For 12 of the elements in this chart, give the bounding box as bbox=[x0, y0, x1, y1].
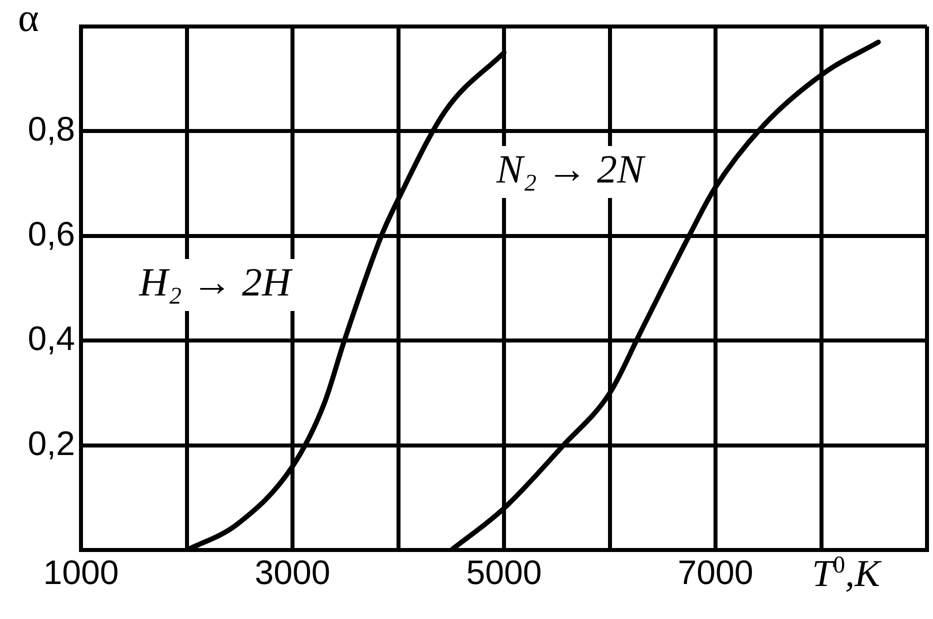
series-label: N₂ → 2N bbox=[495, 146, 646, 192]
x-tick-label: 7000 bbox=[678, 554, 754, 592]
y-axis-title: α bbox=[18, 0, 39, 41]
x-tick-label: 5000 bbox=[466, 554, 542, 592]
y-tick-label: 0,4 bbox=[28, 320, 75, 358]
series-label: H₂ → 2H bbox=[138, 260, 293, 305]
y-tick-label: 0,2 bbox=[28, 424, 75, 463]
x-tick-label: 1000 bbox=[43, 554, 119, 592]
y-tick-label: 0,6 bbox=[28, 215, 75, 254]
x-tick-label: 3000 bbox=[254, 554, 330, 592]
x-axis-title: T$^{0}$,K bbox=[812, 552, 880, 596]
y-tick-label: 0,8 bbox=[28, 110, 75, 149]
